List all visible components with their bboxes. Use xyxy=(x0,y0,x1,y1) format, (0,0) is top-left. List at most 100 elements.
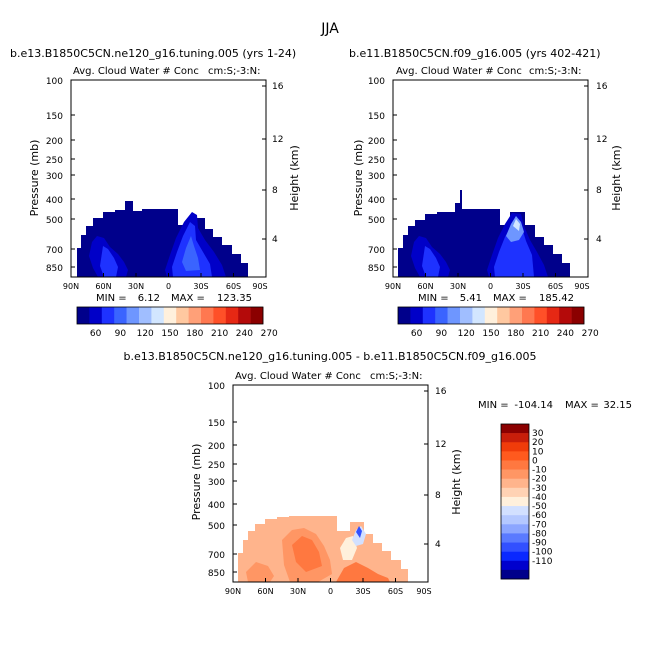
y-tick-label: 250 xyxy=(208,461,225,471)
contour-region xyxy=(100,246,118,277)
colorbar-label: -40 xyxy=(532,493,547,503)
x-tick-label: 60N xyxy=(417,282,433,291)
colorbar-swatch xyxy=(139,307,152,324)
y-tick-label: 300 xyxy=(46,172,63,182)
height-ticks xyxy=(424,390,428,545)
y-tick-label: 150 xyxy=(368,112,385,122)
colorbar-swatch xyxy=(484,307,498,324)
y-tick-label: 300 xyxy=(208,478,225,488)
colorbar: 60 90 120 150 180 210 240 270 xyxy=(397,306,599,339)
colorbar-label: -70 xyxy=(532,520,547,530)
colorbar-label: 0 xyxy=(532,457,538,467)
height-tick-label: 16 xyxy=(596,82,608,92)
colorbar-swatch xyxy=(501,506,529,516)
colorbar-label: 240 xyxy=(236,329,253,339)
colorbar-swatch xyxy=(501,569,529,580)
colorbar-swatch xyxy=(126,307,140,324)
y-axis-height: 16 12 8 4 Height (km) xyxy=(424,387,463,550)
colorbar-label: 30 xyxy=(532,429,544,439)
height-tick-label: 4 xyxy=(272,235,278,245)
x-tick-label: 30S xyxy=(355,587,370,596)
colorbar-label: -60 xyxy=(532,511,547,521)
panel-model-b: b.e11.B1850C5CN.f09_g16.005 (yrs 402-421… xyxy=(349,47,623,339)
height-tick-label: 16 xyxy=(272,82,284,92)
contour-region xyxy=(506,216,524,242)
y-tick-label: 700 xyxy=(46,246,63,256)
x-tick-label: 90S xyxy=(416,587,431,596)
colorbar: 60 90 120 150 180 210 240 270 xyxy=(76,306,278,339)
height-tick-label: 12 xyxy=(272,135,283,145)
panel-difference: b.e13.B1850C5CN.ne120_g16.tuning.005 - b… xyxy=(123,350,632,596)
y-tick-label: 500 xyxy=(208,522,225,532)
height-tick-label: 4 xyxy=(435,540,441,550)
colorbar-swatch xyxy=(501,433,529,443)
x-axis: 90N 60N 30N 0 30S 60S 90S xyxy=(225,578,432,596)
colorbar-label: 180 xyxy=(186,329,203,339)
panel-subtitle: Avg. Cloud Water # Conc xyxy=(235,371,361,382)
y-tick-label: 850 xyxy=(368,264,385,274)
colorbar-swatch xyxy=(176,307,189,324)
y-ticks xyxy=(71,79,75,268)
contour-region xyxy=(336,562,390,582)
y-ticks xyxy=(233,384,237,573)
colorbar-swatch xyxy=(188,307,202,324)
y-tick-label: 250 xyxy=(368,156,385,166)
height-tick-label: 12 xyxy=(435,440,446,450)
contour-fill xyxy=(238,516,408,582)
y-tick-label: 100 xyxy=(46,77,63,87)
colorbar-label: 120 xyxy=(137,329,154,339)
max-value: 123.35 xyxy=(217,293,252,304)
min-max-readout: MIN = 5.41 MAX = 185.42 xyxy=(418,293,574,304)
colorbar-swatch xyxy=(501,542,529,552)
panel-units: cm:S;-3:N: xyxy=(529,66,582,77)
contour-region xyxy=(182,236,200,271)
colorbar-label: 10 xyxy=(532,447,544,457)
height-axis-label: Height (km) xyxy=(288,145,301,211)
contour-region xyxy=(422,246,440,277)
colorbar-label: 150 xyxy=(161,329,178,339)
contour-region xyxy=(513,219,520,231)
colorbar-label: 270 xyxy=(582,329,599,339)
x-tick-label: 90N xyxy=(63,282,79,291)
colorbar-swatch xyxy=(509,307,523,324)
y-ticks xyxy=(393,79,397,268)
x-ticks xyxy=(70,273,267,277)
colorbar-label: 60 xyxy=(411,329,423,339)
colorbar-label: -30 xyxy=(532,484,547,494)
y-tick-label: 500 xyxy=(368,216,385,226)
min-value: 5.41 xyxy=(460,293,482,304)
colorbar-swatch xyxy=(410,307,424,324)
colorbar-swatch xyxy=(101,307,115,324)
x-tick-label: 90N xyxy=(385,282,401,291)
page-title: JJA xyxy=(320,21,339,37)
height-axis-label: Height (km) xyxy=(610,145,623,211)
panel-subtitle: Avg. Cloud Water # Conc xyxy=(73,66,199,77)
y-axis-pressure: 100 150 200 250 300 400 500 700 850 Pres… xyxy=(190,382,237,579)
y-tick-label: 700 xyxy=(368,246,385,256)
colorbar-swatch xyxy=(163,307,177,324)
y-tick-label: 150 xyxy=(208,419,225,429)
min-label: MIN = xyxy=(418,293,449,304)
panel-model-a: b.e13.B1850C5CN.ne120_g16.tuning.005 (yr… xyxy=(10,47,301,339)
colorbar-swatch xyxy=(501,487,529,498)
contour-region xyxy=(246,562,274,582)
colorbar-label: 150 xyxy=(482,329,499,339)
colorbar-swatch xyxy=(501,451,529,461)
x-tick-label: 0 xyxy=(166,282,171,291)
colorbar-swatch xyxy=(435,307,448,324)
contour-fill xyxy=(398,190,570,277)
y-tick-label: 200 xyxy=(208,442,225,452)
max-label: MAX = xyxy=(171,293,205,304)
y-axis-pressure: 100 150 200 250 300 400 500 700 850 Pres… xyxy=(352,77,397,274)
colorbar-swatch xyxy=(250,307,264,324)
colorbar-label: 120 xyxy=(458,329,475,339)
x-tick-label: 60S xyxy=(226,282,241,291)
colorbar-swatch xyxy=(501,560,529,571)
y-tick-label: 300 xyxy=(368,172,385,182)
height-tick-label: 8 xyxy=(272,186,278,196)
contour-region xyxy=(356,526,362,538)
colorbar-swatch xyxy=(225,307,239,324)
min-value: -104.14 xyxy=(514,400,553,411)
colorbar-label: 90 xyxy=(115,329,127,339)
max-label: MAX = xyxy=(493,293,527,304)
